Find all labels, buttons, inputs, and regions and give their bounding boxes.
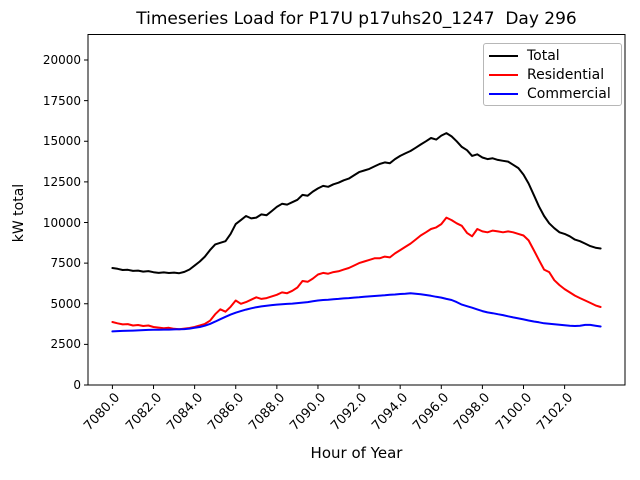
y-tick-label: 12500 — [42, 174, 81, 189]
legend: Total Residential Commercial — [483, 43, 622, 106]
y-tick-label: 5000 — [50, 296, 81, 311]
legend-item-residential: Residential — [484, 66, 621, 84]
legend-line-sample-commercial — [489, 92, 518, 95]
y-tick-label: 15000 — [42, 134, 81, 149]
legend-line-sample-total — [489, 54, 518, 57]
y-tick-label: 0 — [73, 378, 81, 392]
x-axis-label: Hour of Year — [310, 444, 403, 462]
legend-label-total: Total — [527, 47, 560, 64]
y-tick-label: 2500 — [50, 337, 81, 352]
legend-label-residential: Residential — [527, 66, 605, 83]
series-line-residential — [111, 216, 602, 331]
legend-item-total: Total — [484, 47, 621, 65]
y-tick-label: 10000 — [42, 215, 81, 230]
y-tick-label: 17500 — [42, 93, 81, 108]
y-tick-label: 7500 — [50, 256, 81, 271]
series-line-total — [111, 132, 602, 275]
legend-item-commercial: Commercial — [484, 85, 621, 103]
legend-label-commercial: Commercial — [527, 85, 611, 102]
chart-title: Timeseries Load for P17U p17uhs20_1247 D… — [136, 9, 577, 29]
axes-border — [87, 34, 626, 386]
y-tick-label: 20000 — [42, 53, 81, 67]
legend-line-sample-residential — [489, 73, 518, 76]
series-line-commercial — [111, 292, 602, 333]
